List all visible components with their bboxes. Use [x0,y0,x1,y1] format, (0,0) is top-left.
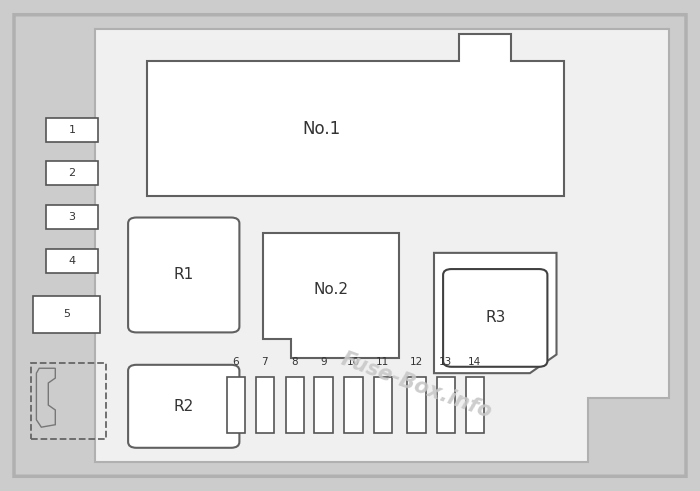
Text: Fuse-Box.info: Fuse-Box.info [338,349,495,422]
FancyBboxPatch shape [128,218,239,332]
Bar [46,205,98,229]
Bar [407,377,426,434]
Bar [437,377,455,434]
Bar [286,377,304,434]
Text: 12: 12 [410,357,423,367]
Text: 9: 9 [320,357,327,367]
Text: 3: 3 [69,212,76,222]
Polygon shape [434,253,556,373]
Text: 11: 11 [377,357,389,367]
Text: 5: 5 [63,309,70,319]
Bar [256,377,274,434]
Polygon shape [147,34,564,196]
Text: 8: 8 [291,357,298,367]
Bar [46,161,98,185]
Bar [344,377,363,434]
Text: R2: R2 [174,399,194,414]
Bar [227,377,245,434]
Text: 2: 2 [69,168,76,178]
Text: R3: R3 [485,310,505,326]
Text: 7: 7 [261,357,268,367]
FancyBboxPatch shape [14,15,686,476]
Text: 13: 13 [440,357,452,367]
Bar [466,377,484,434]
Bar [314,377,332,434]
Text: 6: 6 [232,357,239,367]
Text: 14: 14 [468,357,481,367]
Bar [31,363,106,439]
Polygon shape [262,233,399,358]
Polygon shape [94,29,668,462]
FancyBboxPatch shape [128,365,239,448]
Text: 1: 1 [69,125,76,135]
Text: No.1: No.1 [303,120,341,138]
Text: R1: R1 [174,268,194,282]
Text: 10: 10 [347,357,360,367]
Bar [46,118,98,142]
Bar [374,377,392,434]
Text: 4: 4 [69,256,76,266]
FancyBboxPatch shape [443,269,547,367]
Bar [34,296,100,333]
Text: No.2: No.2 [314,282,349,297]
Bar [46,249,98,273]
